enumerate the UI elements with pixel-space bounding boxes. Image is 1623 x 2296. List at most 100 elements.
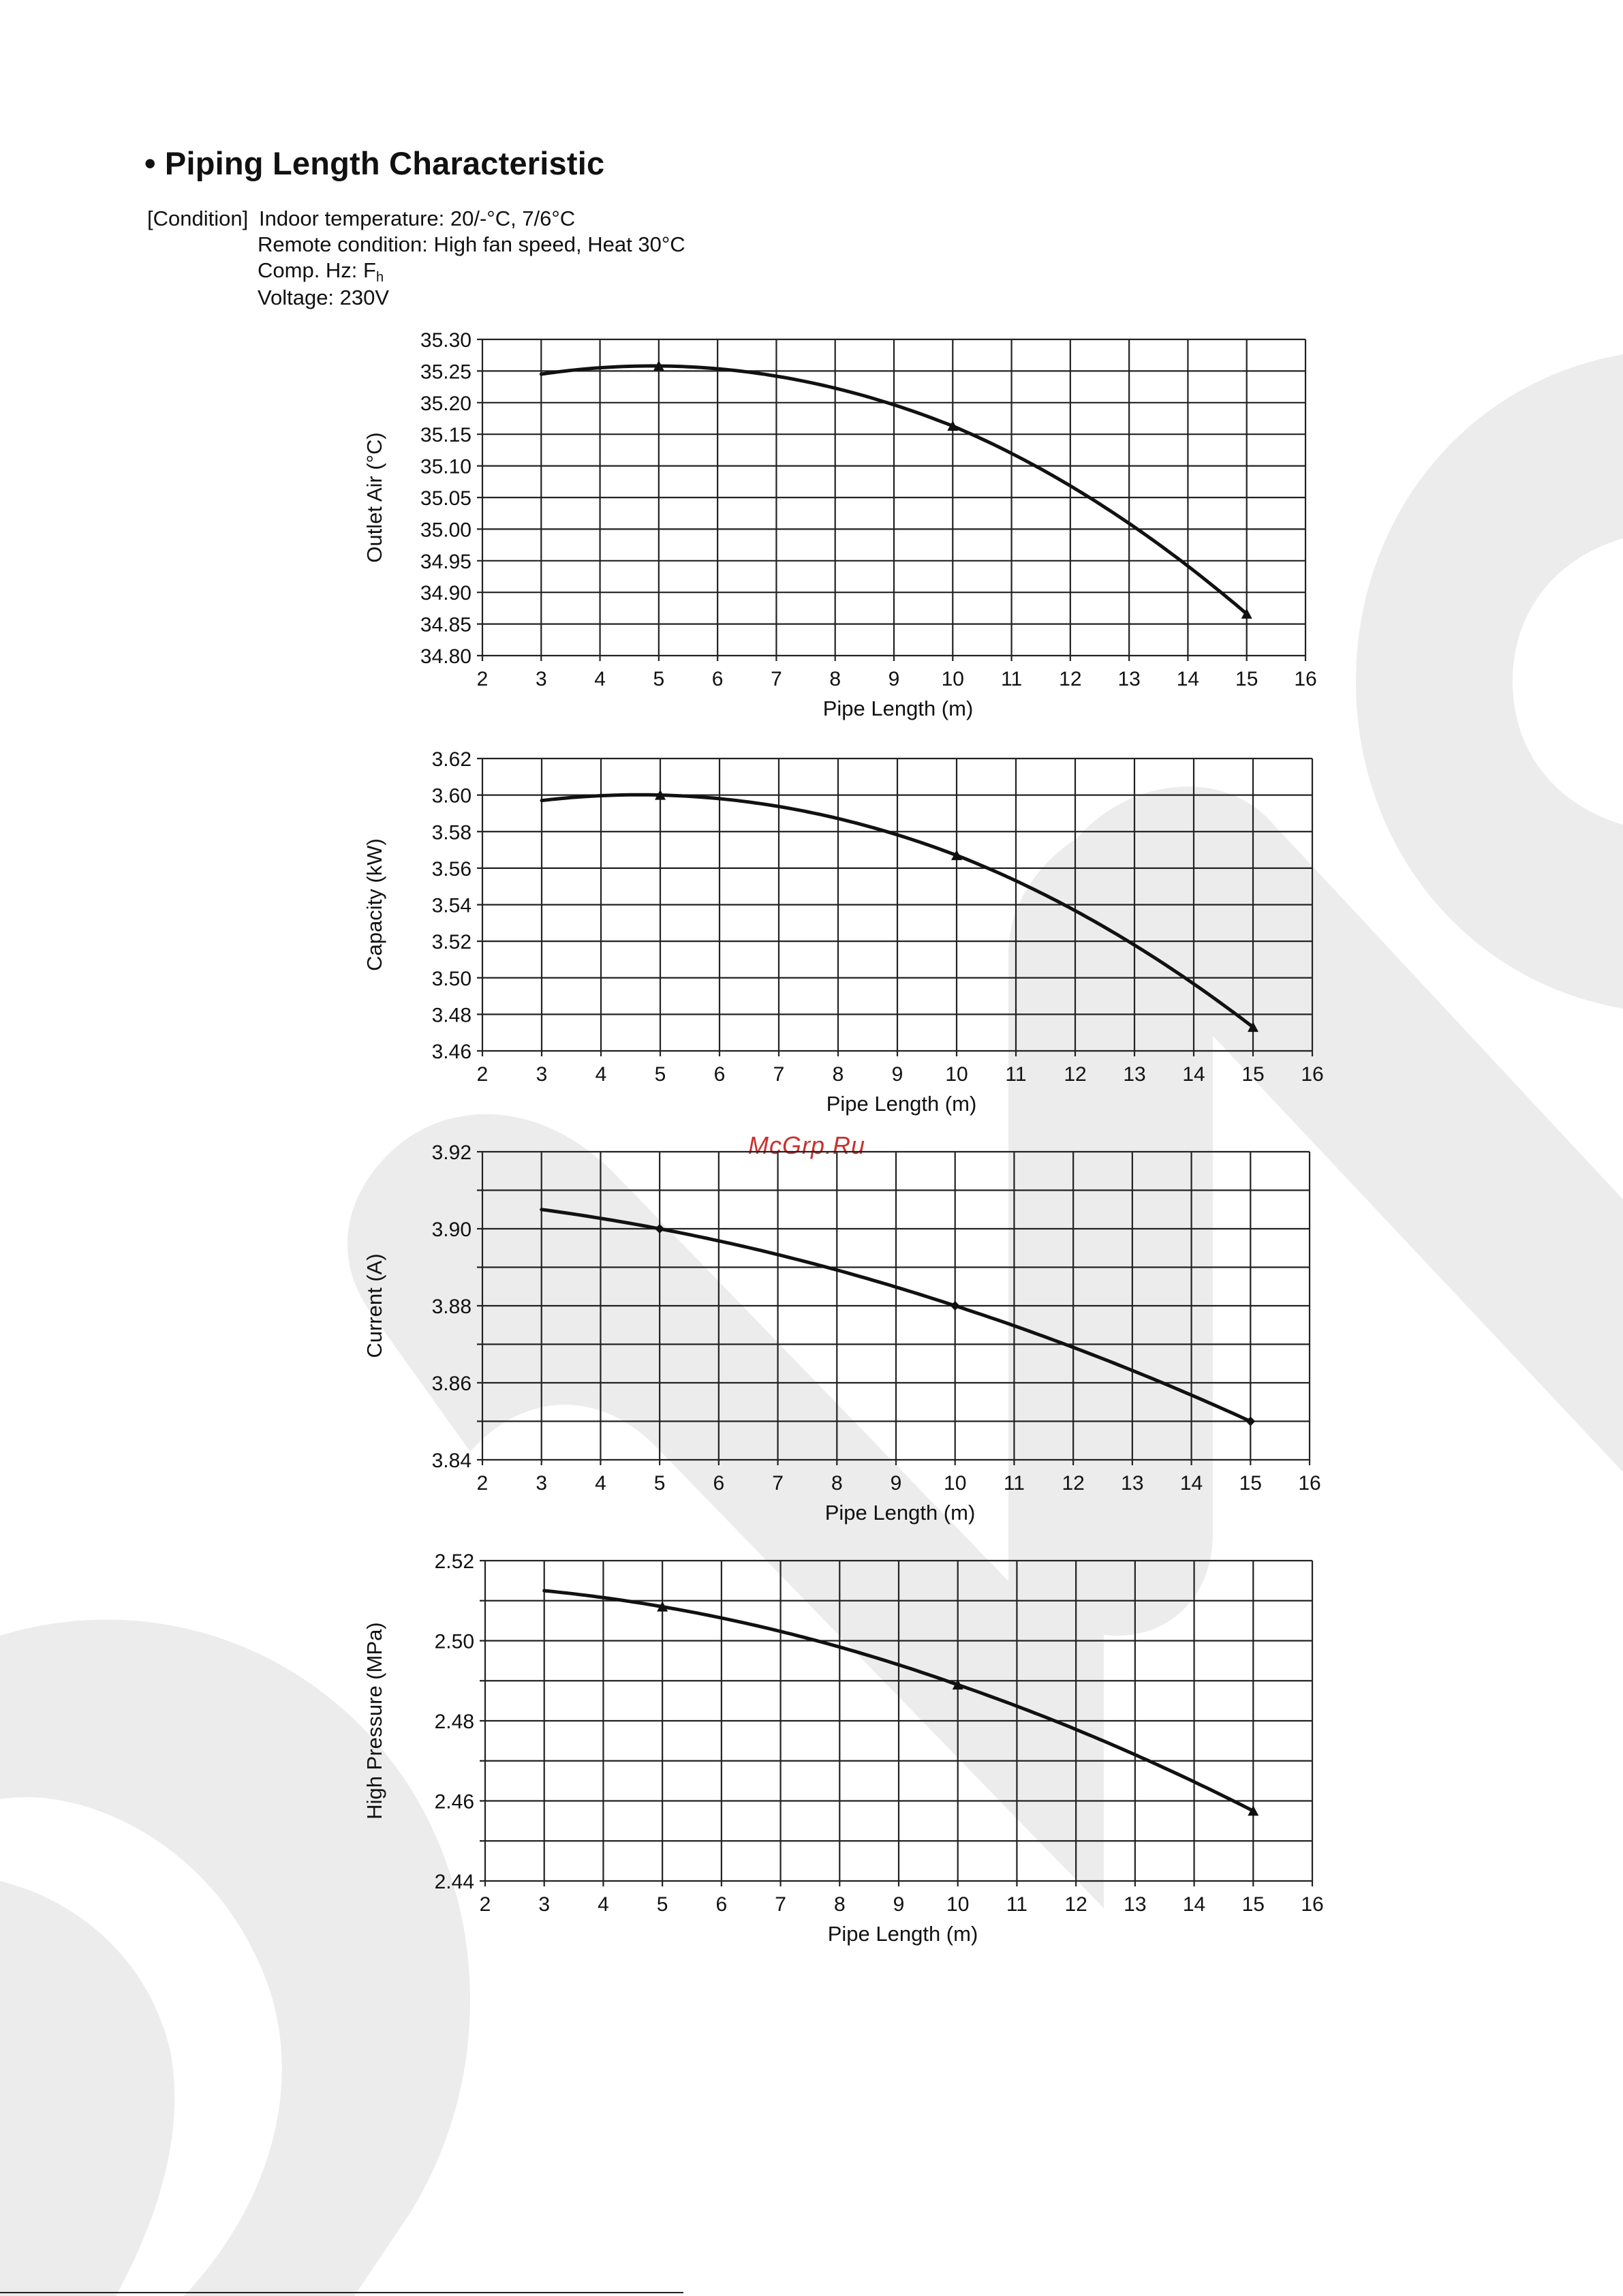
y-tick-label: 3.46 xyxy=(432,1041,472,1063)
data-point-marker xyxy=(1246,1416,1256,1426)
x-tick-label: 4 xyxy=(595,1472,606,1495)
x-tick-label: 6 xyxy=(712,668,724,690)
x-tick-label: 9 xyxy=(892,1063,903,1086)
high-pressure-chart: 2 3 4 5 6 7 8 9 10 11 12 13 14 15 16 2.44 2.46 2.48 2.50 2.… xyxy=(362,1550,1324,1946)
x-tick-label: 4 xyxy=(596,1063,607,1086)
data-point-marker xyxy=(657,1601,668,1612)
condition-indoor-temperature: Indoor temperature: 20/-°C, 7/6°C xyxy=(259,206,576,230)
x-tick-label: 10 xyxy=(942,668,964,690)
data-point-marker xyxy=(951,850,962,861)
y-tick-label: 3.50 xyxy=(432,968,472,990)
x-tick-label: 13 xyxy=(1124,1893,1146,1916)
y-tick-label: 34.90 xyxy=(420,582,472,604)
x-tick-label: 10 xyxy=(944,1472,966,1495)
x-tick-label: 11 xyxy=(1006,1893,1027,1916)
x-axis-label: Pipe Length (m) xyxy=(826,1092,977,1116)
y-tick-label: 35.00 xyxy=(420,519,472,541)
x-tick-label: 15 xyxy=(1235,668,1258,690)
condition-voltage: Voltage: 230V xyxy=(258,286,390,309)
x-tick-label: 8 xyxy=(829,668,841,690)
y-tick-label: 34.80 xyxy=(420,645,472,668)
x-tick-label: 14 xyxy=(1180,1472,1203,1495)
y-tick-label: 35.15 xyxy=(420,424,472,446)
chart-grid xyxy=(477,338,1307,661)
y-tick-label: 35.25 xyxy=(420,361,472,383)
x-tick-label: 3 xyxy=(536,668,547,690)
x-tick-label: 5 xyxy=(655,1063,666,1086)
x-tick-label: 13 xyxy=(1121,1472,1143,1495)
x-tick-label: 9 xyxy=(888,668,900,690)
current-chart: 2 3 4 5 6 7 8 9 10 11 12 13 14 15 16 3.84 3.86 3.88 3.90 3.… xyxy=(362,1142,1321,1525)
data-point-marker xyxy=(1248,1805,1259,1816)
y-tick-label: 3.56 xyxy=(432,858,472,881)
x-tick-label: 7 xyxy=(773,1063,785,1086)
y-tick-label: 34.95 xyxy=(420,551,472,573)
x-tick-label: 14 xyxy=(1177,668,1199,690)
y-tick-label: 2.50 xyxy=(435,1631,474,1653)
x-tick-label: 16 xyxy=(1294,668,1316,690)
x-tick-label: 12 xyxy=(1064,1893,1087,1916)
footer-rule xyxy=(0,2292,683,2293)
x-tick-label: 8 xyxy=(833,1063,844,1086)
outlet-air-chart: 2 3 4 5 6 7 8 9 10 11 12 13 14 15 16 34.80 34.85 34.90 34.… xyxy=(362,329,1317,720)
y-tick-label: 2.48 xyxy=(435,1711,474,1733)
y-tick-label: 3.90 xyxy=(432,1219,472,1241)
x-tick-label: 13 xyxy=(1123,1063,1145,1086)
x-tick-label: 3 xyxy=(536,1063,548,1086)
x-tick-label: 4 xyxy=(598,1893,609,1916)
y-tick-label: 3.86 xyxy=(432,1373,472,1395)
x-tick-label: 11 xyxy=(1004,1472,1025,1495)
y-tick-label: 2.44 xyxy=(435,1871,474,1893)
condition-remote: Remote condition: High fan speed, Heat 3… xyxy=(258,232,685,256)
condition-comp-hz: Comp. Hz: Fh xyxy=(258,258,384,286)
data-point-marker xyxy=(1241,608,1252,619)
y-tick-label: 35.20 xyxy=(420,393,472,415)
x-tick-label: 2 xyxy=(477,1063,489,1086)
x-tick-label: 6 xyxy=(713,1472,725,1495)
y-tick-label: 3.48 xyxy=(432,1004,472,1026)
y-tick-label: 3.58 xyxy=(432,821,472,844)
y-tick-label: 34.85 xyxy=(420,614,472,637)
x-tick-label: 12 xyxy=(1064,1063,1086,1086)
data-point-marker xyxy=(950,1301,960,1311)
data-point-marker xyxy=(952,1679,963,1690)
y-tick-label: 35.30 xyxy=(420,329,472,352)
x-tick-label: 11 xyxy=(1001,668,1022,690)
y-tick-label: 2.52 xyxy=(435,1550,474,1573)
x-tick-label: 4 xyxy=(594,668,606,690)
x-tick-label: 14 xyxy=(1182,1063,1205,1086)
x-tick-label: 12 xyxy=(1062,1472,1084,1495)
x-tick-label: 3 xyxy=(538,1893,550,1916)
x-tick-label: 2 xyxy=(477,1472,489,1495)
x-tick-label: 6 xyxy=(716,1893,728,1916)
data-point-marker xyxy=(655,789,666,800)
x-tick-label: 5 xyxy=(654,1472,666,1495)
y-axis-label: Capacity (kW) xyxy=(362,838,386,971)
y-tick-label: 3.62 xyxy=(432,748,472,771)
x-tick-label: 7 xyxy=(771,668,782,690)
x-tick-label: 16 xyxy=(1298,1472,1320,1495)
comp-hz-text: Comp. Hz: F xyxy=(258,258,376,282)
y-tick-label: 35.05 xyxy=(420,487,472,510)
x-axis-label: Pipe Length (m) xyxy=(828,1922,978,1946)
y-tick-label: 2.46 xyxy=(435,1791,474,1813)
page-title: • Piping Length Characteristic xyxy=(144,145,605,181)
y-tick-label: 3.88 xyxy=(432,1296,472,1318)
y-tick-label: 3.60 xyxy=(432,785,472,808)
x-tick-label: 9 xyxy=(893,1893,905,1916)
y-tick-label: 35.10 xyxy=(420,456,472,478)
chart-grid xyxy=(480,1559,1314,1886)
x-tick-label: 14 xyxy=(1183,1893,1205,1916)
chart-grid xyxy=(477,757,1314,1056)
x-tick-label: 10 xyxy=(945,1063,968,1086)
x-tick-label: 13 xyxy=(1117,668,1140,690)
x-tick-label: 15 xyxy=(1239,1472,1262,1495)
x-axis-label: Pipe Length (m) xyxy=(825,1501,976,1525)
capacity-chart: 2 3 4 5 6 7 8 9 10 11 12 13 14 15 16 3.46 3.48 3.50 3.52 3.… xyxy=(362,748,1324,1116)
x-tick-label: 15 xyxy=(1242,1893,1265,1916)
x-tick-label: 8 xyxy=(831,1472,843,1495)
y-axis-label: Current (A) xyxy=(362,1253,386,1358)
condition-label: [Condition] xyxy=(147,206,249,230)
x-tick-label: 16 xyxy=(1301,1063,1323,1086)
